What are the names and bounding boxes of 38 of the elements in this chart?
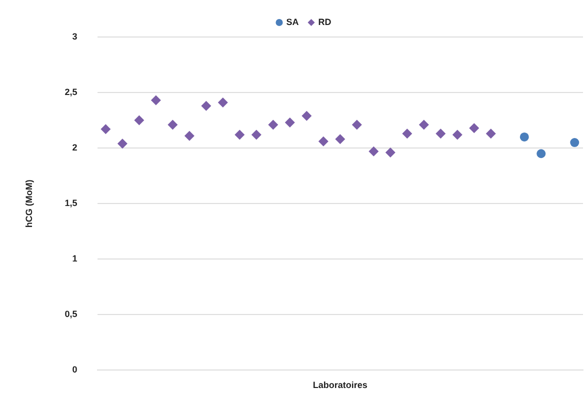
point xyxy=(150,95,161,106)
point xyxy=(284,118,295,128)
point xyxy=(184,130,194,141)
point xyxy=(100,124,111,134)
point xyxy=(251,130,262,140)
point xyxy=(302,110,312,121)
point xyxy=(385,148,396,158)
y-tick-label: 1 xyxy=(72,254,78,264)
point xyxy=(368,146,379,156)
point xyxy=(452,130,462,140)
legend-label: SA xyxy=(286,16,300,27)
point xyxy=(318,136,328,146)
y-axis-title: hCG (MoM) xyxy=(24,180,34,228)
point xyxy=(218,98,228,108)
point xyxy=(402,128,412,139)
point xyxy=(486,128,496,139)
y-tick-label: 1,5 xyxy=(64,198,78,208)
y-tick-label: 3 xyxy=(72,31,78,42)
point xyxy=(418,120,429,130)
point xyxy=(520,132,529,142)
y-tick-label: 2 xyxy=(72,142,78,153)
point xyxy=(436,128,446,139)
point xyxy=(536,149,546,158)
point xyxy=(168,120,178,130)
point xyxy=(469,123,480,134)
point xyxy=(201,100,212,111)
point xyxy=(570,138,580,148)
x-axis-title: Laboratoires xyxy=(312,380,368,390)
point xyxy=(352,120,362,130)
y-tick-label: 2,5 xyxy=(64,87,78,98)
y-tick-label: 0,5 xyxy=(64,309,78,320)
y-tick-label: 0 xyxy=(72,364,78,375)
point xyxy=(335,134,346,144)
legend-label: RD xyxy=(318,16,332,27)
point xyxy=(234,130,245,140)
point xyxy=(134,115,144,126)
point xyxy=(117,138,128,149)
point xyxy=(268,120,278,130)
